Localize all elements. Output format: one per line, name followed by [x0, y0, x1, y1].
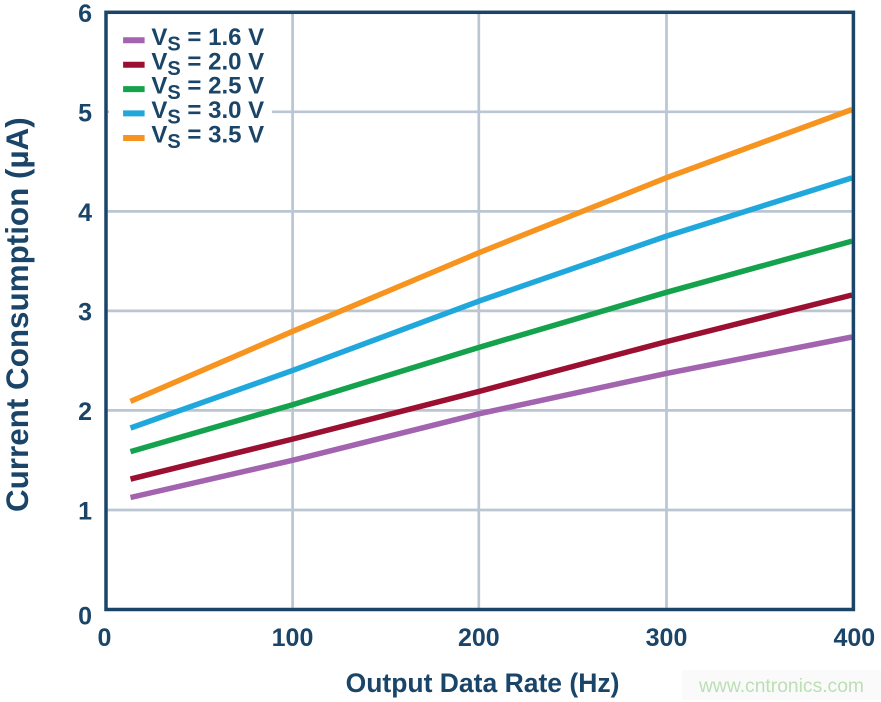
svg-text:5: 5: [78, 99, 92, 127]
svg-text:VS = 2.5 V: VS = 2.5 V: [151, 73, 264, 105]
svg-text:300: 300: [646, 624, 688, 652]
svg-text:www.cntronics.com: www.cntronics.com: [698, 676, 864, 697]
svg-text:100: 100: [272, 624, 314, 652]
svg-text:VS = 3.5 V: VS = 3.5 V: [151, 122, 264, 154]
svg-text:400: 400: [833, 624, 875, 652]
svg-text:3: 3: [78, 298, 92, 326]
svg-text:200: 200: [458, 624, 500, 652]
svg-text:Current Consumption (µA): Current Consumption (µA): [0, 117, 35, 512]
svg-text:VS = 1.6 V: VS = 1.6 V: [151, 24, 264, 56]
svg-text:0: 0: [98, 624, 112, 652]
svg-text:1: 1: [78, 498, 92, 526]
svg-text:2: 2: [78, 398, 92, 426]
svg-text:6: 6: [78, 0, 92, 28]
svg-text:0: 0: [78, 602, 92, 630]
svg-text:4: 4: [78, 199, 92, 227]
svg-text:Output Data Rate (Hz): Output Data Rate (Hz): [346, 668, 620, 698]
